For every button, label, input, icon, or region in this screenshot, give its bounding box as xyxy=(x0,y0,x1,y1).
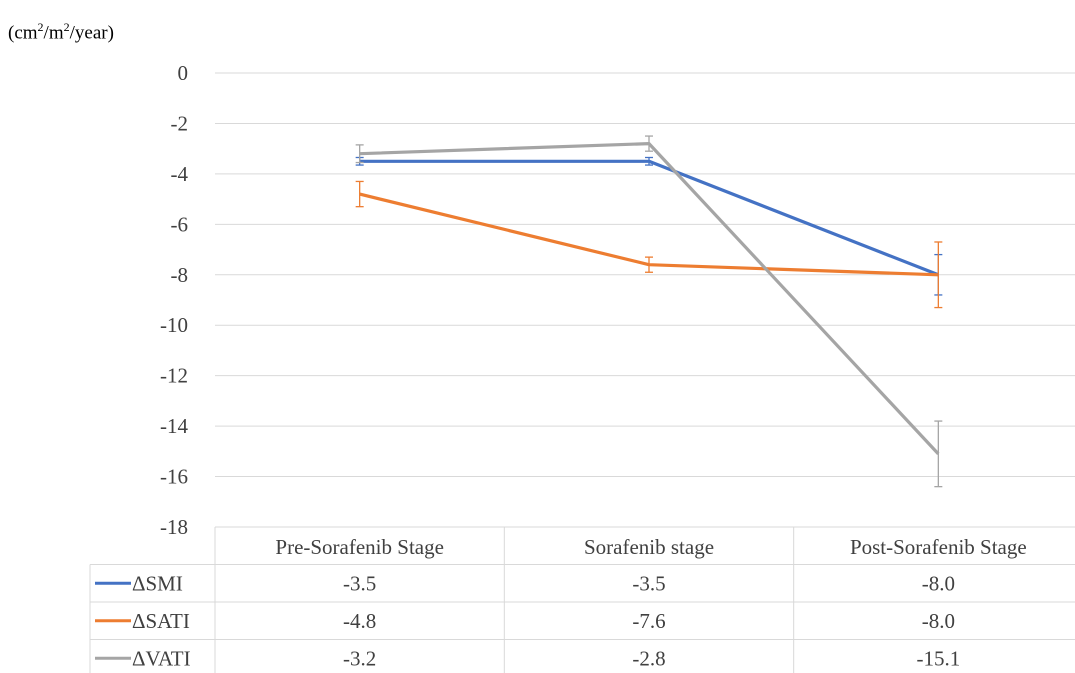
y-tick-label: 0 xyxy=(178,61,189,85)
data-label: -2.8 xyxy=(632,646,665,670)
y-tick-label: -8 xyxy=(171,263,189,287)
data-label: -8.0 xyxy=(922,609,955,633)
data-label: -4.8 xyxy=(343,609,376,633)
y-tick-label: -12 xyxy=(160,364,188,388)
category-label: Pre-Sorafenib Stage xyxy=(275,535,444,559)
data-label: -3.5 xyxy=(343,571,376,595)
y-tick-label: -6 xyxy=(171,212,189,236)
data-label: -8.0 xyxy=(922,571,955,595)
data-label: -3.2 xyxy=(343,646,376,670)
legend-label: ΔSMI xyxy=(132,571,183,595)
y-tick-label: -10 xyxy=(160,313,188,337)
y-tick-label: -14 xyxy=(160,414,188,438)
category-label: Post-Sorafenib Stage xyxy=(850,535,1027,559)
data-label: -15.1 xyxy=(916,646,960,670)
y-tick-label: -18 xyxy=(160,515,188,539)
data-label: -7.6 xyxy=(632,609,665,633)
y-tick-label: -4 xyxy=(171,162,189,186)
legend-label: ΔVATI xyxy=(132,646,191,670)
data-label: -3.5 xyxy=(632,571,665,595)
y-unit-label: (cm2/m2/year) xyxy=(8,20,114,44)
y-tick-label: -16 xyxy=(160,465,188,489)
series-line xyxy=(359,142,940,455)
y-tick-label: -2 xyxy=(171,111,189,135)
legend-label: ΔSATI xyxy=(132,609,190,633)
category-label: Sorafenib stage xyxy=(584,535,714,559)
